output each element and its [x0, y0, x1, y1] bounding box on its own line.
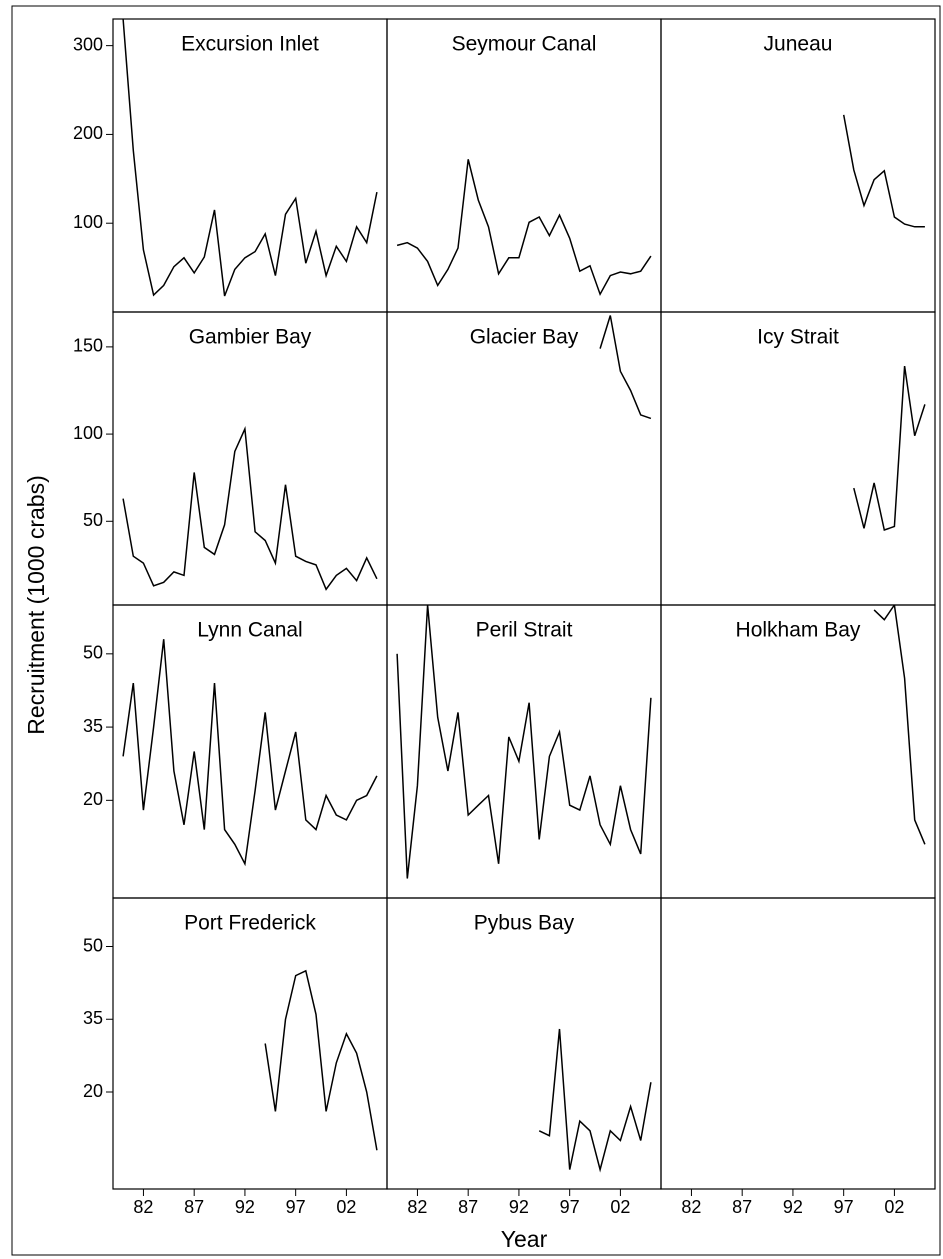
- panel-frame: [660, 18, 936, 313]
- data-line: [538, 1028, 652, 1173]
- panel-title: Seymour Canal: [452, 33, 597, 56]
- x-tick-label: 97: [560, 1197, 580, 1217]
- x-tick-label: 82: [681, 1197, 701, 1217]
- panel-title: Pybus Bay: [474, 912, 575, 935]
- x-tick-label: 02: [336, 1197, 356, 1217]
- data-line: [264, 969, 378, 1151]
- panel-title: Gambier Bay: [189, 326, 312, 349]
- y-tick-label: 20: [83, 1081, 103, 1101]
- panel-frame: [660, 311, 936, 606]
- x-tick-label: 87: [184, 1197, 204, 1217]
- panel-frame: [112, 311, 388, 606]
- y-tick-label: 100: [73, 423, 103, 443]
- y-tick-label: 35: [83, 716, 103, 736]
- y-tick-label: 100: [73, 212, 103, 232]
- data-line: [842, 114, 925, 228]
- x-tick-label: 87: [732, 1197, 752, 1217]
- y-tick-label: 20: [83, 789, 103, 809]
- data-line: [122, 19, 378, 297]
- y-tick-label: 50: [83, 510, 103, 530]
- x-tick-label: 82: [407, 1197, 427, 1217]
- data-line: [599, 315, 652, 420]
- x-tick-label: 97: [834, 1197, 854, 1217]
- panel-title: Port Frederick: [184, 912, 316, 935]
- panel-frame: [112, 604, 388, 899]
- panel-frame: [112, 18, 388, 313]
- panel-frame: [112, 897, 388, 1190]
- x-tick-label: 92: [509, 1197, 529, 1217]
- panel-title: Peril Strait: [476, 619, 573, 642]
- data-line: [396, 605, 652, 879]
- outer-frame: [11, 5, 941, 1256]
- y-axis-label: Recruitment (1000 crabs): [23, 475, 49, 735]
- panel-frame: [386, 897, 662, 1190]
- data-line: [396, 159, 652, 297]
- data-line: [853, 365, 926, 531]
- panel-frame: [386, 311, 662, 606]
- x-tick-label: 02: [610, 1197, 630, 1217]
- y-tick-label: 50: [83, 935, 103, 955]
- y-tick-label: 300: [73, 34, 103, 54]
- y-tick-label: 50: [83, 643, 103, 663]
- x-tick-label: 92: [783, 1197, 803, 1217]
- panel-frame: [386, 18, 662, 313]
- panel-frame: [660, 604, 936, 899]
- panel-title: Holkham Bay: [736, 619, 861, 642]
- y-tick-label: 35: [83, 1008, 103, 1028]
- data-line: [122, 426, 378, 591]
- data-line: [873, 605, 926, 845]
- panel-frame: [660, 897, 936, 1190]
- x-axis-label: Year: [501, 1226, 548, 1252]
- x-tick-label: 82: [133, 1197, 153, 1217]
- x-tick-label: 92: [235, 1197, 255, 1217]
- x-tick-label: 97: [286, 1197, 306, 1217]
- panel-title: Icy Strait: [757, 326, 839, 349]
- panel-title: Lynn Canal: [197, 619, 302, 642]
- data-line: [122, 639, 378, 867]
- panel-title: Excursion Inlet: [181, 33, 319, 56]
- x-tick-label: 02: [884, 1197, 904, 1217]
- panel-title: Glacier Bay: [470, 326, 579, 349]
- panel-title: Juneau: [764, 33, 833, 56]
- y-tick-label: 200: [73, 123, 103, 143]
- y-tick-label: 150: [73, 336, 103, 356]
- x-tick-label: 87: [458, 1197, 478, 1217]
- panel-frame: [386, 604, 662, 899]
